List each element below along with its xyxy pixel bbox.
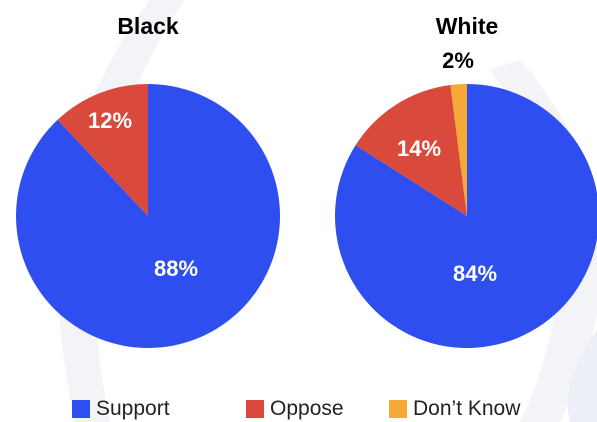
legend-swatch-dont-know bbox=[389, 400, 407, 418]
chart-title-white: White bbox=[436, 13, 499, 39]
legend-item-dont-know: Don’t Know bbox=[389, 396, 520, 422]
legend-swatch-support bbox=[72, 400, 90, 418]
data-label-black-support: 88% bbox=[154, 256, 198, 281]
legend-label-support: Support bbox=[96, 397, 170, 420]
pie-slice-black-support bbox=[16, 84, 281, 348]
pie-slice-white-don-t-know bbox=[450, 84, 467, 216]
pie-charts: Black 88% 12% White 84% 14% 2% bbox=[16, 13, 597, 348]
legend-swatch-oppose bbox=[246, 400, 264, 418]
data-label-white-oppose: 14% bbox=[397, 136, 441, 161]
pie-black bbox=[16, 84, 281, 348]
chart-title-black: Black bbox=[117, 13, 179, 39]
legend-label-oppose: Oppose bbox=[270, 397, 344, 420]
pie-slice-white-support bbox=[335, 84, 597, 348]
data-label-black-oppose: 12% bbox=[88, 108, 132, 133]
data-label-white-don-t-know: 2% bbox=[442, 48, 474, 73]
pie-white bbox=[335, 84, 597, 348]
data-label-white-support: 84% bbox=[453, 261, 497, 286]
legend: Support Oppose Don’t Know bbox=[0, 396, 597, 422]
legend-label-dont-know: Don’t Know bbox=[413, 397, 521, 420]
legend-item-support: Support bbox=[72, 396, 170, 422]
pie-slice-white-oppose bbox=[355, 85, 467, 216]
legend-item-oppose: Oppose bbox=[246, 396, 344, 422]
pie-slice-black-oppose bbox=[57, 84, 148, 216]
